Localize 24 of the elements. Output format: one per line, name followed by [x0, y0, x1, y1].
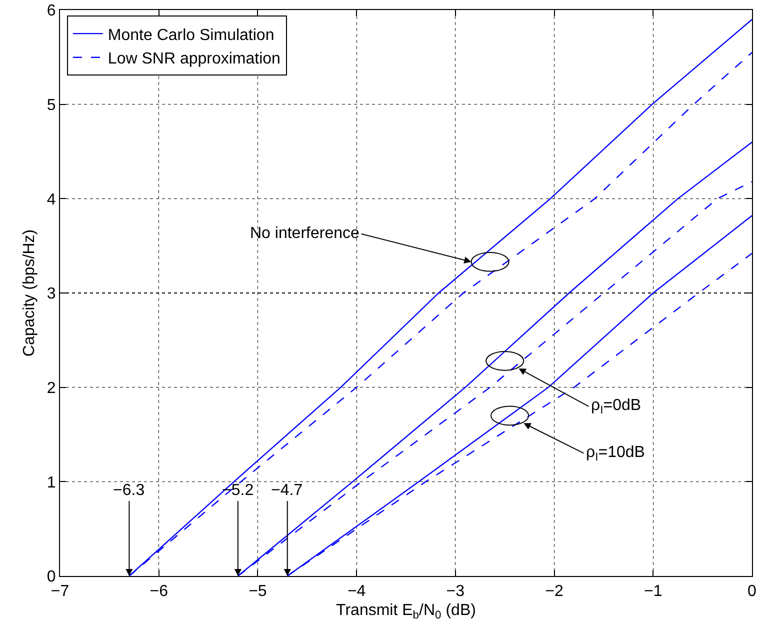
x-tick-label: 0 — [748, 583, 757, 600]
y-tick-label: 6 — [46, 2, 56, 20]
x-tick-label: −5 — [248, 583, 267, 600]
y-tick-label: 5 — [46, 96, 56, 114]
annotation: −6.3 — [113, 482, 145, 499]
x-tick-label: −6 — [150, 583, 168, 600]
x-tick-label: −1 — [644, 583, 662, 600]
legend-label: Low SNR approximation — [108, 50, 280, 68]
y-tick-label: 2 — [46, 380, 56, 397]
x-axis-title: Transmit E$_{b}$/N$_{0}$ (dB) — [336, 602, 476, 622]
y-tick-label: 0 — [46, 568, 56, 586]
x-tick-label: −4 — [347, 583, 366, 600]
x-tick-label: −3 — [446, 583, 465, 600]
y-axis-title: Capacity (bps/Hz) — [20, 229, 38, 357]
y-tick-label: 1 — [46, 474, 56, 492]
x-tick-label: −2 — [545, 583, 564, 600]
annotation: −4.7 — [271, 482, 303, 499]
legend-label: Monte Carlo Simulation — [108, 26, 274, 44]
y-tick-label: 3 — [46, 286, 56, 303]
annotation: No interference — [250, 225, 360, 242]
y-tick-label: 4 — [46, 191, 56, 208]
annotation: ρ$_{I}$=10dB — [586, 444, 645, 464]
x-tick-label: −7 — [50, 583, 70, 600]
annotation: ρ$_{I}$=0dB — [591, 397, 642, 416]
